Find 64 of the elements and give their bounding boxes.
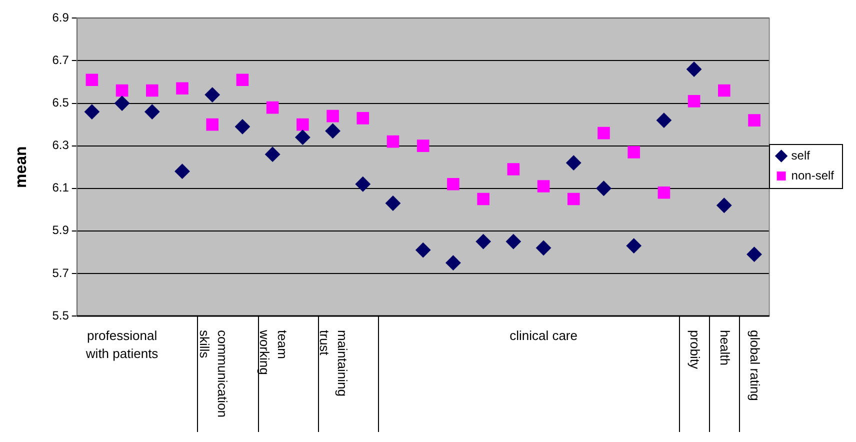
- point: [116, 84, 128, 97]
- point: [628, 146, 640, 158]
- point: [537, 180, 550, 192]
- point: [236, 74, 249, 86]
- y-tick-label: 6.7: [52, 53, 70, 68]
- x-tick-label: communication skills: [196, 330, 230, 418]
- point: [658, 186, 670, 199]
- point: [716, 198, 732, 213]
- point: [146, 84, 158, 97]
- x-tick-label: global rating: [748, 330, 763, 401]
- point: [656, 112, 672, 128]
- point: [447, 178, 460, 190]
- point: [356, 112, 370, 124]
- y-tick-label: 5.9: [52, 223, 70, 238]
- x-tick-label: probity: [687, 330, 702, 370]
- y-tick-label: 6.1: [52, 180, 70, 195]
- point: [686, 62, 702, 77]
- point: [596, 180, 612, 196]
- point: [688, 95, 700, 108]
- point: [506, 234, 521, 250]
- point: [86, 74, 98, 86]
- x-tick-label: health: [718, 330, 733, 366]
- legend-label: self: [791, 148, 811, 162]
- point: [567, 192, 580, 206]
- point: [566, 155, 582, 170]
- point: [144, 104, 160, 120]
- point: [746, 246, 762, 262]
- point: [355, 176, 370, 192]
- point: [206, 118, 219, 131]
- y-axis-title: mean: [13, 146, 30, 188]
- point: [176, 82, 188, 95]
- point: [446, 255, 461, 270]
- point: [626, 238, 642, 254]
- point: [536, 240, 552, 256]
- point: [476, 234, 491, 250]
- point: [295, 130, 310, 145]
- y-tick-label: 6.3: [52, 138, 70, 152]
- legend-label: non-self: [791, 168, 835, 182]
- point: [114, 96, 130, 111]
- point: [748, 114, 760, 126]
- point: [325, 123, 340, 138]
- point: [84, 104, 100, 120]
- point: [416, 140, 430, 152]
- point: [598, 126, 610, 140]
- x-tick-label: clinical care: [510, 328, 578, 344]
- point: [386, 135, 400, 148]
- point: [718, 84, 730, 97]
- point: [234, 119, 250, 134]
- point: [477, 192, 490, 206]
- y-tick-label: 6.9: [52, 10, 70, 25]
- y-tick-label: 5.7: [52, 266, 70, 280]
- point: [326, 110, 339, 122]
- point: [265, 146, 280, 162]
- point: [385, 196, 400, 211]
- x-tick-label: professional with patients: [84, 328, 159, 362]
- point: [174, 164, 190, 179]
- point: [296, 118, 309, 131]
- y-tick-label: 5.5: [52, 308, 70, 322]
- point: [416, 242, 431, 258]
- x-tick-label: maintaining trust: [317, 330, 350, 396]
- point: [507, 163, 520, 176]
- y-tick-label: 6.5: [52, 96, 70, 110]
- point: [266, 101, 279, 114]
- point: [204, 87, 220, 102]
